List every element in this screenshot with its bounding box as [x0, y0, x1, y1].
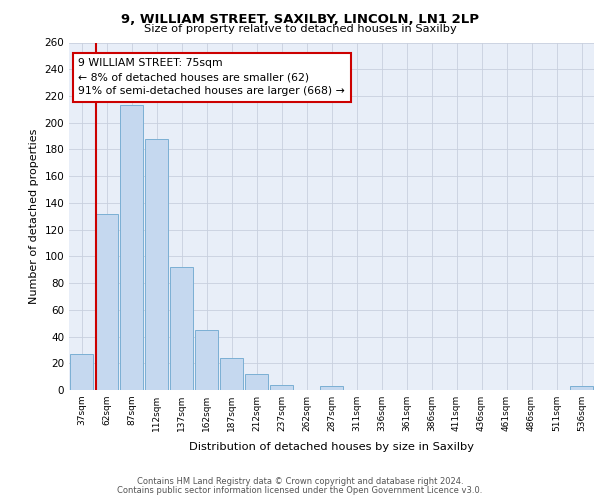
Bar	[70, 354, 93, 390]
Text: 9, WILLIAM STREET, SAXILBY, LINCOLN, LN1 2LP: 9, WILLIAM STREET, SAXILBY, LINCOLN, LN1…	[121, 13, 479, 26]
Bar	[170, 267, 193, 390]
Text: Size of property relative to detached houses in Saxilby: Size of property relative to detached ho…	[143, 24, 457, 34]
Text: Contains HM Land Registry data © Crown copyright and database right 2024.: Contains HM Land Registry data © Crown c…	[137, 477, 463, 486]
Text: Contains public sector information licensed under the Open Government Licence v3: Contains public sector information licen…	[118, 486, 482, 495]
Bar	[220, 358, 243, 390]
Bar	[320, 386, 343, 390]
Bar	[195, 330, 218, 390]
Bar	[570, 386, 593, 390]
Bar	[120, 106, 143, 390]
Bar	[270, 384, 293, 390]
Y-axis label: Number of detached properties: Number of detached properties	[29, 128, 39, 304]
Bar	[145, 138, 168, 390]
Bar	[245, 374, 268, 390]
X-axis label: Distribution of detached houses by size in Saxilby: Distribution of detached houses by size …	[189, 442, 474, 452]
Text: 9 WILLIAM STREET: 75sqm
← 8% of detached houses are smaller (62)
91% of semi-det: 9 WILLIAM STREET: 75sqm ← 8% of detached…	[79, 58, 345, 96]
Bar	[95, 214, 118, 390]
